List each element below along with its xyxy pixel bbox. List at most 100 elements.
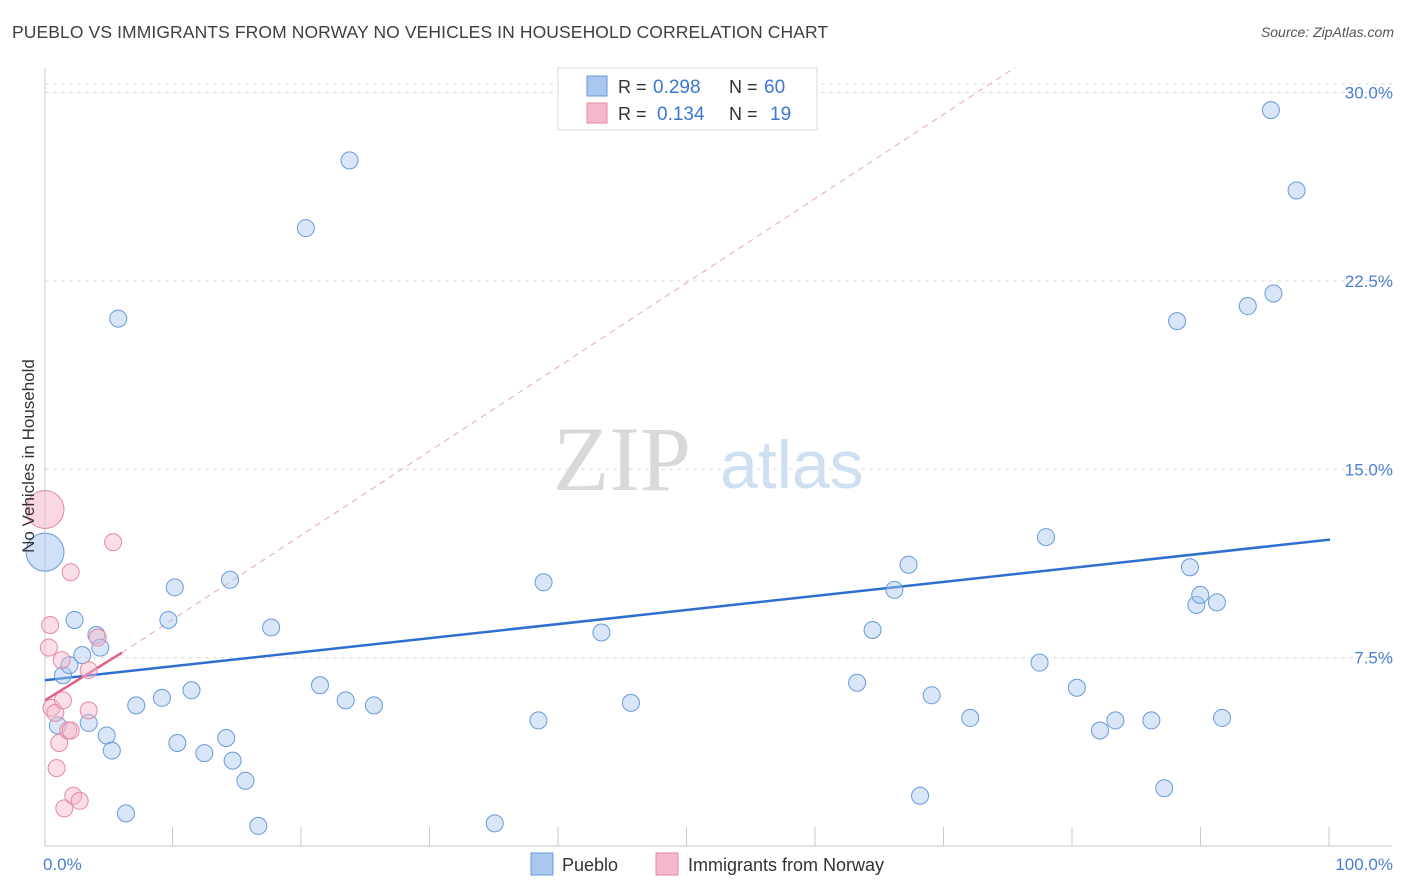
- point-pueblo: [1191, 585, 1210, 604]
- point-pueblo: [1142, 711, 1161, 730]
- point-pueblo: [159, 610, 178, 629]
- point-pueblo: [592, 623, 611, 642]
- point-norway: [41, 615, 60, 634]
- series-legend: Pueblo Immigrants from Norway: [530, 852, 884, 876]
- point-pueblo: [1264, 284, 1283, 303]
- point-pueblo: [340, 151, 359, 170]
- legend-swatch-norway: [586, 102, 608, 124]
- point-pueblo: [1207, 593, 1226, 612]
- legend-label-norway: Immigrants from Norway: [688, 855, 884, 875]
- point-pueblo: [1030, 653, 1049, 672]
- point-pueblo: [79, 713, 98, 732]
- data-points: [25, 101, 1306, 835]
- point-pueblo: [262, 618, 281, 637]
- point-pueblo: [116, 804, 135, 823]
- point-pueblo: [1213, 708, 1232, 727]
- point-pueblo: [1106, 711, 1125, 730]
- point-pueblo: [217, 729, 236, 748]
- point-pueblo: [97, 726, 116, 745]
- point-pueblo: [534, 573, 553, 592]
- point-pueblo: [911, 786, 930, 805]
- point-pueblo: [885, 580, 904, 599]
- point-pueblo: [485, 814, 504, 833]
- point-norway: [50, 734, 69, 753]
- legend-label-pueblo: Pueblo: [562, 855, 618, 875]
- point-pueblo: [621, 693, 640, 712]
- point-pueblo: [1037, 528, 1056, 547]
- point-pueblo: [65, 610, 84, 629]
- point-pueblo: [1067, 678, 1086, 697]
- point-norway: [79, 661, 98, 680]
- legend-swatch-pueblo: [530, 852, 554, 876]
- trendline-dashed: [121, 67, 1016, 654]
- point-pueblo: [236, 771, 255, 790]
- x-tick-label: 100.0%: [1335, 855, 1393, 874]
- legend-n-label: N =: [729, 104, 758, 124]
- legend-n-value: 60: [764, 77, 785, 98]
- x-tick-labels: 0.0% 100.0%: [43, 855, 1393, 874]
- watermark-atlas: atlas: [720, 427, 864, 503]
- legend-r-value: 0.134: [657, 104, 705, 125]
- legend-swatch-pueblo: [586, 75, 608, 97]
- point-pueblo: [310, 676, 329, 695]
- point-norway: [52, 651, 71, 670]
- point-pueblo: [296, 219, 315, 238]
- point-pueblo: [1180, 558, 1199, 577]
- watermark: ZIP atlas: [553, 408, 864, 510]
- point-pueblo: [1155, 779, 1174, 798]
- point-pueblo: [25, 532, 65, 572]
- x-tick-label: 0.0%: [43, 855, 82, 874]
- point-pueblo: [336, 691, 355, 710]
- legend-r-label: R =: [618, 77, 647, 97]
- point-norway: [70, 791, 89, 810]
- point-norway: [104, 533, 123, 552]
- legend-r-label: R =: [618, 104, 647, 124]
- point-pueblo: [73, 646, 92, 665]
- point-pueblo: [1287, 181, 1306, 200]
- stats-legend: R = 0.298 N = 60 R = 0.134 N = 19: [557, 67, 818, 131]
- y-tick-labels: 7.5% 15.0% 22.5% 30.0%: [1345, 84, 1393, 668]
- point-pueblo: [152, 688, 171, 707]
- axes: [44, 68, 1392, 847]
- legend-n-value: 19: [770, 104, 791, 125]
- point-pueblo: [1187, 595, 1206, 614]
- trendline-solid: [44, 538, 1331, 682]
- point-pueblo: [961, 708, 980, 727]
- point-pueblo: [899, 555, 918, 574]
- point-pueblo: [168, 734, 187, 753]
- point-pueblo: [223, 751, 242, 770]
- point-norway: [88, 628, 107, 647]
- point-norway: [53, 691, 72, 710]
- point-pueblo: [249, 816, 268, 835]
- point-norway: [25, 489, 65, 529]
- point-pueblo: [364, 696, 383, 715]
- point-pueblo: [1238, 297, 1257, 316]
- trendlines: [44, 67, 1331, 702]
- y-tick-label: 30.0%: [1345, 84, 1393, 103]
- point-pueblo: [53, 666, 72, 685]
- point-pueblo: [195, 744, 214, 763]
- point-pueblo: [221, 570, 240, 589]
- y-tick-label: 7.5%: [1354, 649, 1393, 668]
- y-tick-label: 22.5%: [1345, 272, 1393, 291]
- point-pueblo: [109, 309, 128, 328]
- y-tick-label: 15.0%: [1345, 460, 1393, 479]
- source-label: Source: ZipAtlas.com: [1260, 24, 1394, 40]
- y-axis-label: No Vehicles in Household: [19, 359, 38, 553]
- point-pueblo: [182, 681, 201, 700]
- point-pueblo: [165, 578, 184, 597]
- point-pueblo: [1261, 101, 1280, 120]
- legend-r-value: 0.298: [653, 77, 701, 98]
- watermark-zip: ZIP: [553, 408, 691, 510]
- point-pueblo: [863, 621, 882, 640]
- chart-title: PUEBLO VS IMMIGRANTS FROM NORWAY NO VEHI…: [12, 22, 829, 42]
- point-norway: [39, 638, 58, 657]
- point-pueblo: [102, 741, 121, 760]
- point-norway: [61, 721, 80, 740]
- point-pueblo: [848, 673, 867, 692]
- point-norway: [79, 701, 98, 720]
- point-pueblo: [529, 711, 548, 730]
- point-pueblo: [1168, 312, 1187, 331]
- legend-swatch-norway: [655, 852, 679, 876]
